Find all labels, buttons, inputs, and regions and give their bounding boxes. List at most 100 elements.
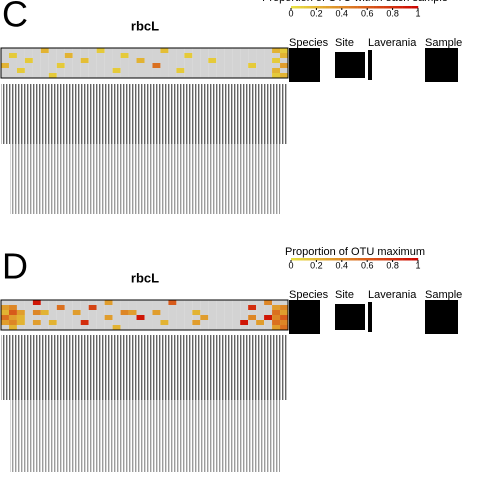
colorbar-tick-label: 1	[415, 260, 420, 270]
heatmap-cell	[192, 325, 201, 330]
heatmap-cell	[184, 305, 193, 310]
heatmap-cell	[192, 315, 201, 320]
heatmap-cell	[232, 68, 241, 73]
heatmap-cell	[72, 315, 81, 320]
heatmap-cell	[168, 320, 177, 325]
heatmap-cell	[176, 63, 185, 68]
heatmap-cell	[248, 48, 257, 53]
heatmap-cell	[112, 325, 121, 330]
heatmap-cell	[80, 300, 89, 305]
heatmap-cell	[1, 325, 9, 330]
heatmap-cell	[280, 63, 288, 68]
heatmap-cell	[232, 315, 241, 320]
heatmap-cell	[232, 48, 241, 53]
heatmap-cell	[64, 68, 73, 73]
heatmap-cell	[184, 325, 193, 330]
heatmap-cell	[40, 300, 49, 305]
heatmap-cell	[240, 68, 249, 73]
heatmap-cell	[240, 53, 249, 58]
heatmap-cell	[224, 73, 233, 78]
heatmap-cell	[80, 320, 89, 325]
heatmap-cell	[112, 73, 121, 78]
heatmap-cell	[80, 68, 89, 73]
heatmap-cell	[112, 63, 121, 68]
heatmap-cell	[280, 53, 288, 58]
heatmap-cell	[248, 53, 257, 58]
heatmap-cell	[280, 310, 288, 315]
heatmap-cell	[16, 320, 25, 325]
colorbar-segment	[338, 6, 343, 9]
heatmap-cell	[24, 315, 33, 320]
annotation-header: Species	[289, 289, 329, 301]
colorbar-segment	[351, 258, 355, 261]
heatmap-cell	[112, 58, 121, 63]
heatmap-cell	[88, 58, 97, 63]
heatmap-cell	[72, 48, 81, 53]
heatmap-cell	[56, 58, 65, 63]
heatmap-cell	[48, 48, 57, 53]
heatmap-cell	[96, 53, 105, 58]
heatmap-cell	[160, 300, 169, 305]
heatmap-cell	[72, 58, 81, 63]
heatmap-cell	[232, 58, 241, 63]
colorbar-segment	[316, 6, 320, 9]
heatmap-cell	[224, 315, 233, 320]
heatmap-cell	[56, 300, 65, 305]
heatmap-cell	[16, 58, 25, 63]
heatmap-cell	[176, 68, 185, 73]
heatmap-cell	[128, 63, 137, 68]
heatmap-cell	[264, 58, 273, 63]
heatmap-cell	[56, 68, 65, 73]
heatmap-cell	[160, 305, 169, 310]
heatmap-cell	[272, 53, 281, 58]
heatmap-cell	[200, 310, 209, 315]
heatmap-cell	[32, 73, 41, 78]
heatmap-cell	[56, 315, 65, 320]
heatmap-cell	[128, 310, 137, 315]
heatmap-cell	[32, 58, 41, 63]
heatmap-cell	[280, 325, 288, 330]
heatmap-cell	[136, 58, 145, 63]
heatmap-cell	[224, 305, 233, 310]
colorbar-segment	[408, 258, 412, 261]
heatmap-cell	[216, 325, 225, 330]
heatmap-cell	[24, 305, 33, 310]
colorbar-segment	[313, 258, 317, 261]
heatmap-cell	[216, 48, 225, 53]
heatmap-cell	[128, 305, 137, 310]
heatmap-cell	[120, 68, 129, 73]
heatmap-cell	[64, 48, 73, 53]
heatmap-cell	[136, 53, 145, 58]
heatmap-cell	[184, 73, 193, 78]
heatmap-cell	[64, 300, 73, 305]
colorbar-segment	[297, 6, 301, 9]
heatmap-cell	[48, 63, 57, 68]
heatmap-cell	[32, 48, 41, 53]
heatmap-cell	[48, 315, 57, 320]
heatmap-cell	[200, 58, 209, 63]
heatmap-cell	[80, 325, 89, 330]
heatmap-cell	[232, 63, 241, 68]
colorbar-segment	[367, 258, 371, 261]
heatmap-cell	[256, 315, 265, 320]
heatmap-cell	[152, 315, 161, 320]
heatmap-cell	[1, 305, 9, 310]
heatmap-cell	[112, 305, 121, 310]
heatmap-cell	[256, 48, 265, 53]
heatmap-cell	[160, 320, 169, 325]
heatmap-cell	[32, 310, 41, 315]
heatmap-cell	[88, 310, 97, 315]
heatmap-cell	[184, 68, 193, 73]
heatmap-cell	[248, 68, 257, 73]
heatmap-cell	[216, 310, 225, 315]
heatmap-cell	[264, 305, 273, 310]
colorbar-segment	[329, 6, 333, 9]
colorbar-tick-label: 0	[288, 260, 293, 270]
heatmap-cell	[208, 73, 217, 78]
heatmap-cell	[104, 68, 113, 73]
heatmap-cell	[176, 53, 185, 58]
heatmap-cell	[128, 320, 137, 325]
heatmap-cell	[40, 325, 49, 330]
heatmap-cell	[104, 310, 113, 315]
heatmap-cell	[88, 300, 97, 305]
